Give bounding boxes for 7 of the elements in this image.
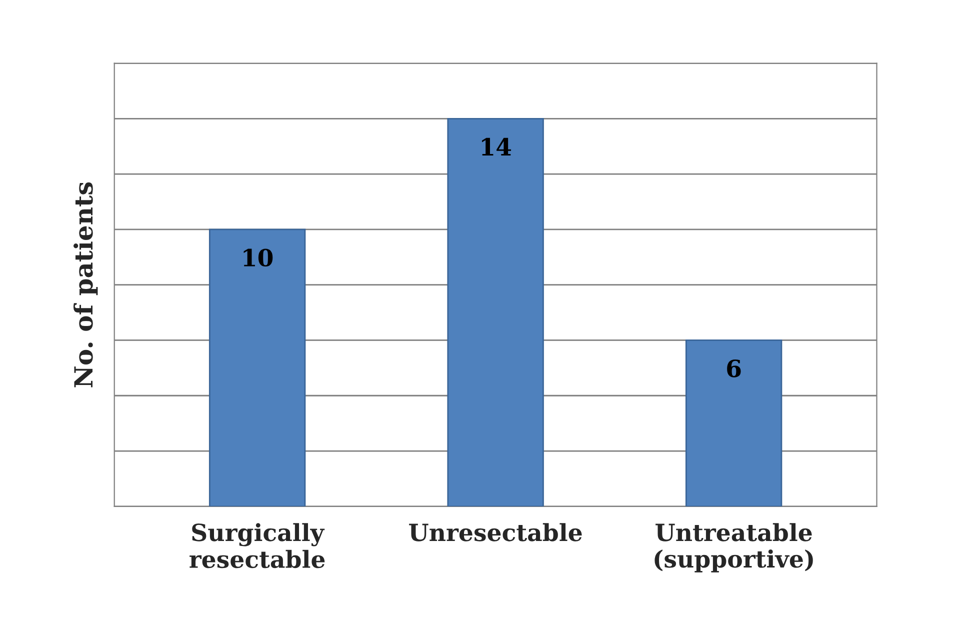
x-tick-label: Untreatable (supportive) bbox=[654, 523, 813, 572]
y-axis-title: No. of patients bbox=[74, 182, 98, 388]
x-tick-label: Unresectable bbox=[409, 523, 582, 542]
data-label: 10 bbox=[244, 248, 273, 267]
x-tick-label: Surgically resectable bbox=[190, 523, 325, 568]
data-label: 6 bbox=[727, 359, 741, 378]
data-label: 14 bbox=[482, 138, 512, 156]
